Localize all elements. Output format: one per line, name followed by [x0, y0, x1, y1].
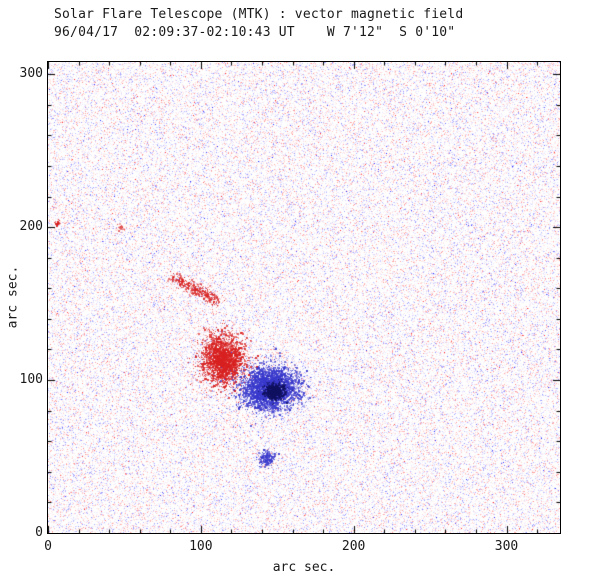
x-axis-label: arc sec. — [272, 560, 336, 575]
magnetogram-canvas — [48, 62, 560, 533]
y-tick-label: 300 — [19, 66, 43, 82]
chart-subtitle: 96/04/17 02:09:37-02:10:43 UT W 7'12" S … — [54, 25, 456, 40]
x-tick-label: 0 — [44, 539, 52, 554]
x-tick-label: 100 — [189, 539, 213, 554]
y-axis-label: arc sec. — [5, 265, 21, 329]
y-tick-label: 0 — [35, 525, 43, 540]
x-tick-label: 200 — [341, 539, 366, 554]
plot-area — [47, 61, 561, 534]
x-tick-label: 300 — [494, 539, 519, 554]
y-tick-label: 200 — [19, 219, 43, 235]
y-tick-label: 100 — [19, 372, 43, 388]
chart-title: Solar Flare Telescope (MTK) : vector mag… — [54, 7, 464, 22]
